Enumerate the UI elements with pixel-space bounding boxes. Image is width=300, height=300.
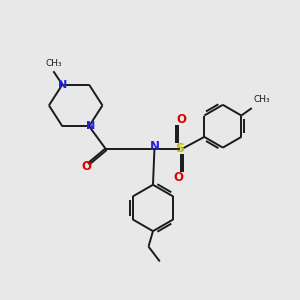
Text: CH₃: CH₃ [254, 95, 271, 104]
Text: O: O [176, 113, 186, 126]
Text: CH₃: CH₃ [45, 59, 62, 68]
Text: O: O [81, 160, 91, 173]
Text: O: O [173, 171, 183, 184]
Text: N: N [149, 140, 160, 153]
Text: N: N [86, 121, 95, 131]
Text: N: N [58, 80, 67, 90]
Text: S: S [175, 142, 184, 155]
